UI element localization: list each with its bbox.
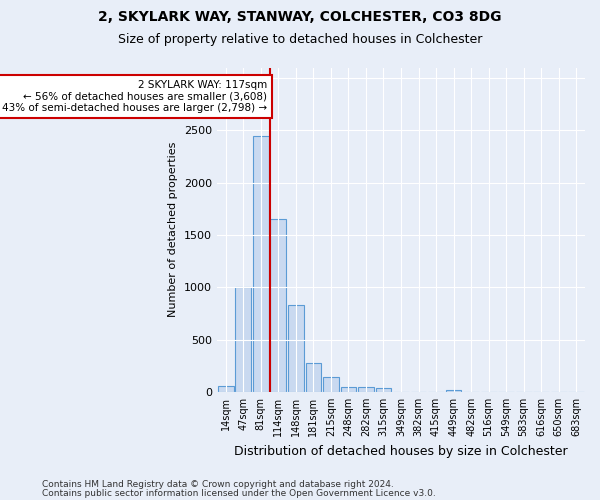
- Bar: [271, 219, 286, 392]
- Text: Size of property relative to detached houses in Colchester: Size of property relative to detached ho…: [118, 32, 482, 46]
- Bar: [305, 362, 321, 392]
- Bar: [218, 386, 233, 392]
- Y-axis label: Number of detached properties: Number of detached properties: [169, 142, 178, 318]
- Bar: [341, 387, 356, 392]
- Bar: [358, 387, 374, 392]
- Bar: [323, 378, 339, 392]
- Text: Contains public sector information licensed under the Open Government Licence v3: Contains public sector information licen…: [42, 488, 436, 498]
- Text: Contains HM Land Registry data © Crown copyright and database right 2024.: Contains HM Land Registry data © Crown c…: [42, 480, 394, 489]
- X-axis label: Distribution of detached houses by size in Colchester: Distribution of detached houses by size …: [234, 444, 568, 458]
- Bar: [235, 288, 251, 392]
- Text: 2, SKYLARK WAY, STANWAY, COLCHESTER, CO3 8DG: 2, SKYLARK WAY, STANWAY, COLCHESTER, CO3…: [98, 10, 502, 24]
- Bar: [446, 390, 461, 392]
- Bar: [253, 136, 269, 392]
- Bar: [288, 305, 304, 392]
- Text: 2 SKYLARK WAY: 117sqm
← 56% of detached houses are smaller (3,608)
43% of semi-d: 2 SKYLARK WAY: 117sqm ← 56% of detached …: [2, 80, 267, 114]
- Bar: [376, 388, 391, 392]
